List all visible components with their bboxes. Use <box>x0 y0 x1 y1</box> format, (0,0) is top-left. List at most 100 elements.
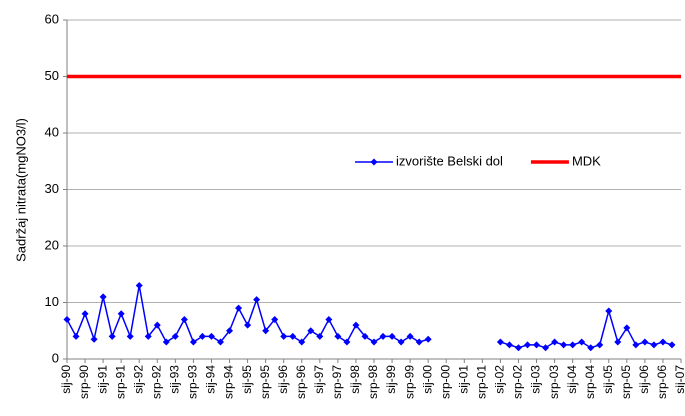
y-tick-label: 10 <box>45 294 59 309</box>
x-tick-label: sij-05 <box>601 365 615 394</box>
data-point <box>99 293 107 301</box>
data-point <box>90 335 98 343</box>
data-point <box>144 332 152 340</box>
legend-marker <box>370 158 378 166</box>
data-point <box>153 321 161 329</box>
data-point <box>560 341 568 349</box>
data-point <box>126 332 134 340</box>
data-point <box>650 341 658 349</box>
y-tick-label: 40 <box>45 124 59 139</box>
y-axis-label: Sadržaj nitrata(mgNO3/l) <box>13 118 28 262</box>
data-point <box>198 332 206 340</box>
data-point <box>514 344 522 352</box>
data-point <box>235 304 243 312</box>
x-tick-label: sij-94 <box>204 365 218 394</box>
x-tick-label: sij-93 <box>168 365 182 394</box>
data-point <box>659 338 667 346</box>
x-tick-label: srp-99 <box>402 365 416 399</box>
x-tick-label: sij-97 <box>312 365 326 394</box>
data-point <box>668 341 676 349</box>
y-tick-label: 0 <box>52 350 59 365</box>
data-point <box>334 332 342 340</box>
y-tick-label: 50 <box>45 68 59 83</box>
x-tick-label: sij-07 <box>673 365 685 394</box>
data-point <box>587 344 595 352</box>
data-point <box>632 341 640 349</box>
data-point <box>352 321 360 329</box>
x-tick-label: srp-03 <box>547 365 561 399</box>
x-tick-label: srp-06 <box>655 365 669 399</box>
x-tick-label: sij-96 <box>276 365 290 394</box>
data-point <box>162 338 170 346</box>
x-tick-label: sij-99 <box>384 365 398 394</box>
data-point <box>614 338 622 346</box>
data-point <box>72 332 80 340</box>
data-point <box>533 341 541 349</box>
data-point <box>81 310 89 318</box>
data-point <box>217 338 224 346</box>
x-tick-label: sij-90 <box>59 365 73 394</box>
data-point <box>189 338 197 346</box>
data-point <box>316 332 324 340</box>
data-point <box>289 332 297 340</box>
x-tick-label: sij-00 <box>420 365 434 394</box>
data-point <box>406 332 414 340</box>
y-tick-label: 60 <box>45 11 59 26</box>
data-point <box>505 341 513 349</box>
data-point <box>207 332 215 340</box>
x-tick-label: srp-02 <box>511 365 525 399</box>
data-point <box>180 315 188 323</box>
x-tick-label: srp-96 <box>294 365 308 399</box>
data-point <box>244 321 252 329</box>
data-point <box>623 324 631 332</box>
data-point <box>524 341 531 349</box>
data-point <box>542 344 550 352</box>
data-point <box>298 338 306 346</box>
data-point <box>325 315 333 323</box>
data-point <box>388 332 396 340</box>
x-tick-label: srp-97 <box>330 365 344 399</box>
data-point <box>135 282 143 290</box>
data-point <box>343 338 351 346</box>
data-point <box>226 327 234 335</box>
y-tick-label: 20 <box>45 237 59 252</box>
data-point <box>397 338 405 346</box>
x-tick-label: srp-92 <box>149 365 163 399</box>
x-tick-label: sij-01 <box>456 365 470 394</box>
data-point <box>605 307 613 315</box>
data-point <box>307 327 315 335</box>
data-point <box>171 332 179 340</box>
x-tick-label: srp-94 <box>222 365 236 399</box>
data-point <box>117 310 125 318</box>
x-tick-label: sij-91 <box>95 365 109 394</box>
data-point <box>578 338 586 346</box>
data-point <box>641 338 649 346</box>
y-tick-label: 30 <box>45 181 59 196</box>
x-tick-label: sij-02 <box>493 365 507 394</box>
data-point <box>253 296 261 304</box>
x-tick-label: sij-95 <box>240 365 254 394</box>
x-tick-label: sij-06 <box>637 365 651 394</box>
data-point <box>415 338 423 346</box>
data-point <box>108 332 116 340</box>
data-point <box>379 332 387 340</box>
data-point <box>280 332 288 340</box>
x-tick-label: srp-05 <box>619 365 633 399</box>
data-point <box>262 327 270 335</box>
data-point <box>569 341 577 349</box>
x-tick-label: srp-00 <box>438 365 452 399</box>
data-point <box>496 338 504 346</box>
data-point <box>271 315 279 323</box>
x-tick-label: srp-01 <box>475 365 489 399</box>
x-tick-label: srp-98 <box>366 365 380 399</box>
data-point <box>361 332 369 340</box>
x-tick-label: srp-90 <box>77 365 91 399</box>
x-tick-label: sij-03 <box>529 365 543 394</box>
legend-label: MDK <box>572 153 601 168</box>
x-tick-label: srp-04 <box>583 365 597 399</box>
x-tick-label: sij-92 <box>131 365 145 394</box>
x-tick-label: srp-95 <box>258 365 272 399</box>
x-tick-label: srp-93 <box>186 365 200 399</box>
legend-label: izvorište Belski dol <box>396 153 503 168</box>
